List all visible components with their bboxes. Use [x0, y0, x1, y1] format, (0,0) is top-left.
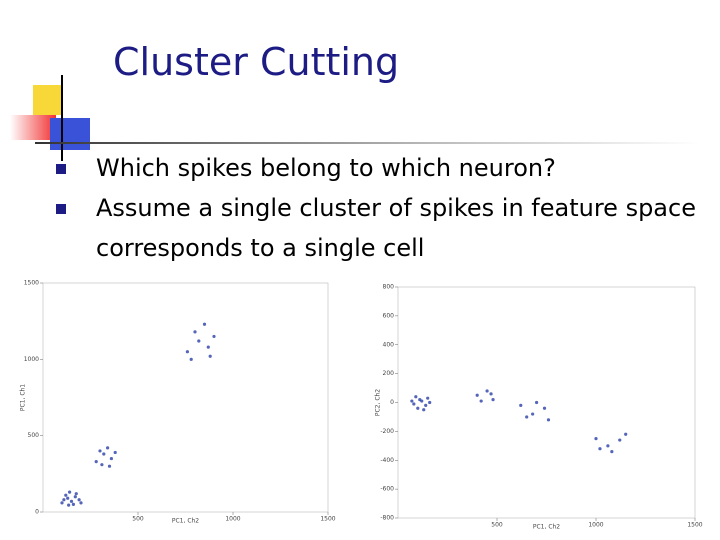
y-tick-label: 0 — [35, 509, 39, 516]
point — [519, 403, 523, 407]
point — [531, 412, 535, 416]
point — [542, 406, 547, 410]
point — [71, 502, 75, 506]
y-tick-label: 0 — [390, 399, 394, 406]
point — [113, 450, 117, 455]
point — [107, 464, 112, 468]
point — [624, 432, 628, 436]
x-axis-label: PC1, Ch2 — [533, 524, 560, 531]
y-tick-label: 800 — [383, 284, 395, 291]
y-tick-label: 1500 — [24, 280, 39, 287]
y-tick-label: 400 — [383, 341, 395, 348]
point — [475, 393, 479, 397]
point — [525, 415, 529, 419]
point — [208, 354, 212, 358]
point — [60, 501, 64, 505]
bullet: Assume a single cluster of spikes in fea… — [56, 188, 706, 268]
y-tick-label: 1000 — [24, 356, 39, 363]
point — [185, 350, 189, 354]
point — [62, 498, 66, 502]
chart-background — [25, 276, 337, 528]
point — [197, 339, 201, 343]
y-axis-label: PC1, Ch1 — [20, 384, 27, 411]
point — [74, 492, 78, 496]
y-tick-label: -200 — [380, 428, 394, 435]
point — [420, 399, 424, 403]
point — [69, 499, 74, 503]
point — [102, 452, 106, 456]
point — [189, 357, 193, 361]
point — [212, 334, 216, 339]
slide-title: Cluster Cutting — [113, 40, 400, 84]
x-tick-label: 1000 — [588, 522, 603, 529]
decoration — [33, 85, 63, 115]
bullet-list: Which spikes belong to which neuron? Ass… — [56, 148, 706, 268]
point — [610, 449, 614, 454]
point — [422, 408, 426, 412]
point — [618, 438, 622, 442]
point — [416, 406, 420, 410]
point — [68, 490, 72, 494]
point — [491, 398, 495, 402]
decoration — [10, 115, 56, 140]
point — [94, 460, 98, 464]
x-tick-label: 1000 — [225, 516, 240, 523]
point — [428, 400, 432, 405]
point — [489, 392, 493, 396]
x-axis-label: PC1, Ch2 — [172, 518, 199, 525]
point — [546, 418, 551, 422]
point — [100, 463, 104, 467]
y-tick-label: -600 — [380, 486, 394, 493]
y-axis-label: PC2, Ch2 — [375, 389, 382, 416]
point — [606, 444, 610, 448]
x-tick-label: 500 — [132, 516, 144, 523]
point — [79, 501, 83, 505]
point — [410, 399, 414, 403]
x-tick-label: 500 — [491, 522, 503, 529]
plot-frame — [42, 282, 329, 513]
bullet: Which spikes belong to which neuron? — [56, 148, 706, 188]
point — [414, 395, 418, 399]
point — [479, 399, 483, 403]
decoration — [50, 118, 90, 150]
y-tick-label: 200 — [383, 370, 395, 377]
point — [424, 403, 428, 407]
point — [206, 345, 210, 349]
y-tick-label: -800 — [380, 515, 394, 522]
point — [109, 456, 113, 461]
point — [66, 496, 70, 500]
decoration — [61, 75, 63, 161]
point — [64, 493, 68, 497]
point — [594, 436, 598, 441]
y-tick-label: 500 — [28, 432, 40, 439]
point — [77, 498, 81, 502]
x-tick-label: 1500 — [687, 522, 702, 529]
point — [412, 402, 416, 406]
point — [106, 446, 110, 450]
point — [202, 322, 207, 326]
point — [535, 400, 539, 405]
decoration — [35, 142, 700, 144]
y-tick-label: -400 — [380, 457, 394, 464]
y-tick-label: 600 — [383, 312, 395, 319]
point — [426, 396, 430, 400]
point — [598, 447, 602, 451]
point — [193, 330, 197, 334]
point — [485, 389, 489, 393]
point — [98, 449, 102, 453]
x-tick-label: 1500 — [320, 516, 335, 523]
point — [67, 503, 71, 507]
point — [73, 495, 77, 499]
